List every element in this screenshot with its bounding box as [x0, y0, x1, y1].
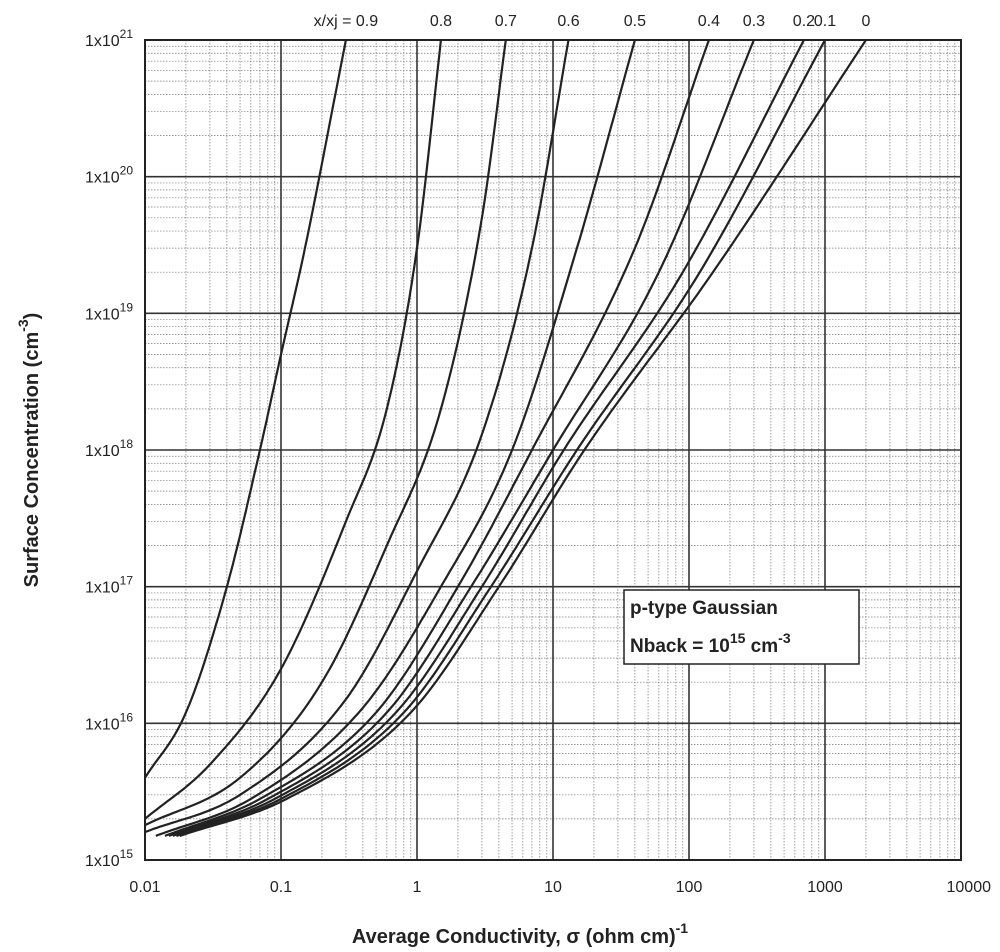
y-tick-label: 1x1018	[85, 437, 133, 460]
x-tick-label: 100	[676, 879, 703, 896]
curve-label: 0.1	[814, 13, 836, 30]
annotation-box: p-type Gaussian Nback = 1015 cm-3	[623, 589, 860, 665]
plot-frame	[144, 39, 962, 861]
curve-line	[175, 40, 826, 837]
annotation-nback-prefix: Nback = 10	[630, 636, 730, 657]
curve-line	[145, 40, 507, 827]
x-axis-title: Average Conductivity, σ (ohm cm)-1	[352, 920, 688, 948]
x-tick-labels: 0.01 0.1 1 10 100 1000 10000	[129, 879, 991, 896]
x-tick-label: 0.1	[270, 879, 292, 896]
curve-label: 0.5	[624, 13, 646, 30]
annotation-line-1: p-type Gaussian	[630, 598, 778, 619]
y-tick-label: 1x1021	[85, 27, 133, 50]
curve-label: 0.7	[495, 13, 517, 30]
curve-label: 0.4	[698, 13, 720, 30]
curve-line	[164, 40, 710, 837]
annotation-unit-exponent: -3	[778, 630, 791, 646]
curves	[145, 40, 867, 837]
y-tick-label: 1x1019	[85, 300, 133, 323]
x-tick-label: 10	[544, 879, 562, 896]
y-tick-labels: 1x1015 1x1016 1x1017 1x1018 1x1019 1x1020 1x10…	[85, 27, 133, 870]
annotation-line-2: Nback = 1015 cm-3	[630, 630, 791, 657]
annotation-nback-exponent: 15	[730, 630, 746, 646]
y-axis-title-main: Surface Concentration (cm	[21, 332, 43, 588]
curve-line	[145, 40, 347, 779]
y-tick-label: 1x1020	[85, 164, 133, 187]
curve-label: 0.6	[557, 13, 579, 30]
curve-label: 0.2	[793, 13, 815, 30]
curve-line	[145, 40, 442, 820]
curve-line	[155, 40, 636, 837]
x-tick-label: 1000	[807, 879, 843, 896]
y-tick-label: 1x1017	[85, 574, 133, 597]
curve-label: 0.8	[430, 13, 452, 30]
x-tick-label: 10000	[947, 879, 992, 896]
curve-line	[145, 40, 570, 834]
y-axis-title-exponent: -3	[15, 319, 31, 332]
y-axis-title: Surface Concentration (cm-3)	[15, 313, 43, 588]
annotation-unit: cm	[745, 636, 778, 657]
annotation-frame	[623, 589, 860, 665]
x-tick-label: 0.01	[129, 879, 160, 896]
curve-line	[168, 40, 755, 837]
y-axis-title-tail: )	[21, 313, 43, 320]
curve-label: x/xj = 0.9	[314, 13, 379, 30]
y-tick-label: 1x1016	[85, 710, 133, 733]
curve-label: 0.3	[743, 13, 765, 30]
curve-line	[172, 40, 805, 837]
x-axis-title-exponent: -1	[676, 920, 689, 936]
curve-label: 0	[861, 13, 870, 30]
curve-line	[179, 40, 867, 837]
curve-labels: x/xj = 0.9 0.8 0.7 0.6 0.5 0.4 0.3 0.20.1 0	[314, 13, 871, 30]
y-tick-label: 1x1015	[85, 847, 133, 870]
x-tick-label: 1	[413, 879, 422, 896]
x-axis-title-main: Average Conductivity, σ (ohm cm)	[352, 926, 676, 948]
